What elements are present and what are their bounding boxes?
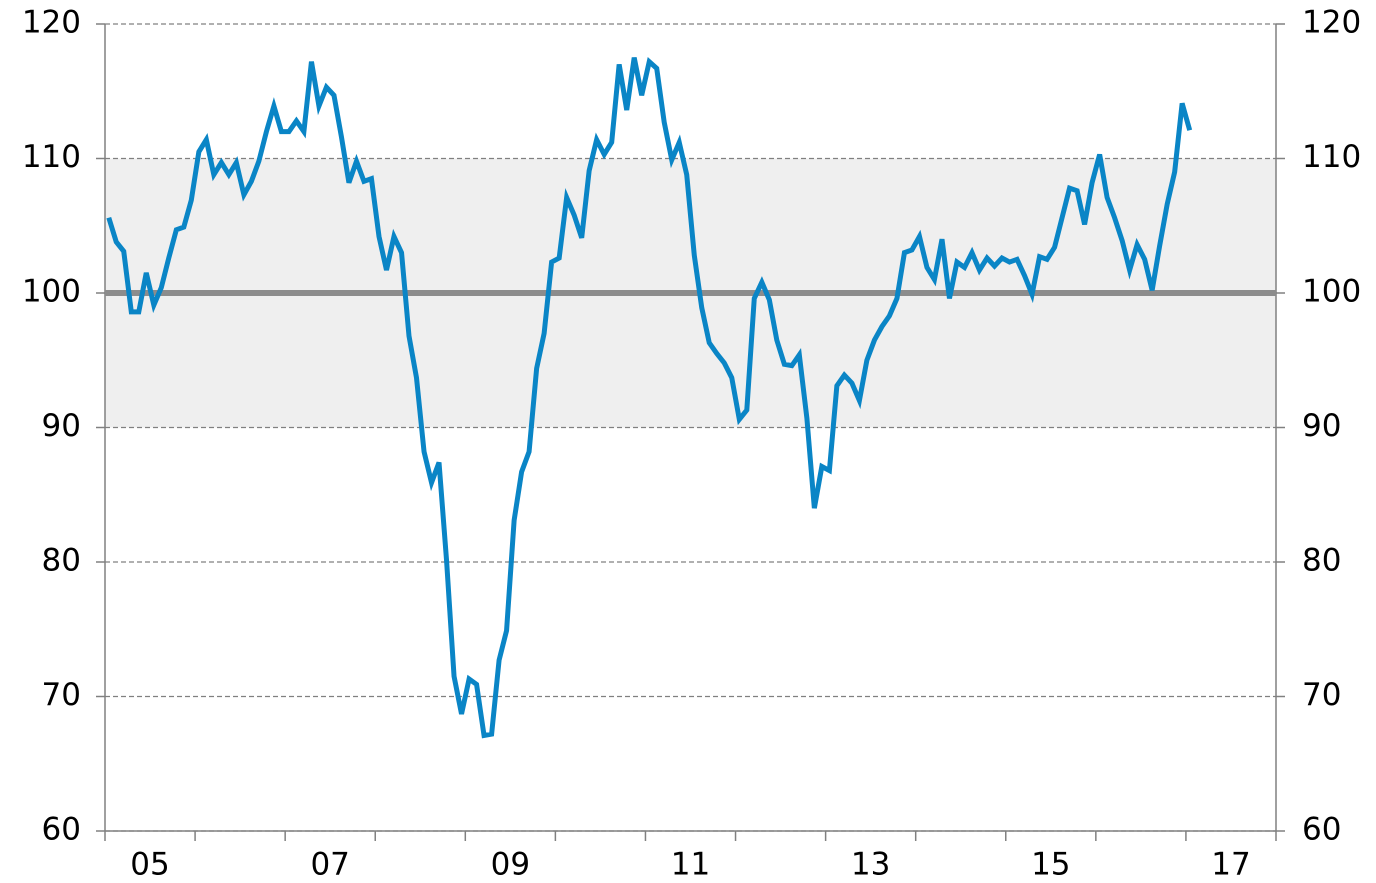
x-tick-label: 07 — [310, 847, 349, 883]
y-tick-label: 110 — [22, 139, 81, 175]
y2-tick-label: 80 — [1302, 543, 1341, 579]
y2-tick-label: 90 — [1302, 408, 1341, 444]
x-tick-label: 05 — [130, 847, 169, 883]
x-tick-label: 09 — [491, 847, 530, 883]
line-series — [106, 56, 1193, 739]
y-tick-label: 80 — [42, 543, 81, 579]
y2-tick-label: 120 — [1302, 5, 1361, 41]
x-tick-label: 13 — [851, 847, 890, 883]
y2-tick-label: 110 — [1302, 139, 1361, 175]
y-tick-label: 60 — [42, 812, 81, 848]
y2-tick-label: 60 — [1302, 812, 1341, 848]
y2-tick-label: 100 — [1302, 274, 1361, 310]
y2-tick-label: 70 — [1302, 677, 1341, 713]
y-tick-label: 90 — [42, 408, 81, 444]
x-tick-label: 15 — [1031, 847, 1070, 883]
x-tick-label: 17 — [1211, 847, 1250, 883]
x-tick-label: 11 — [671, 847, 710, 883]
y-tick-label: 100 — [22, 274, 81, 310]
y-tick-label: 120 — [22, 5, 81, 41]
y-tick-label: 70 — [42, 677, 81, 713]
